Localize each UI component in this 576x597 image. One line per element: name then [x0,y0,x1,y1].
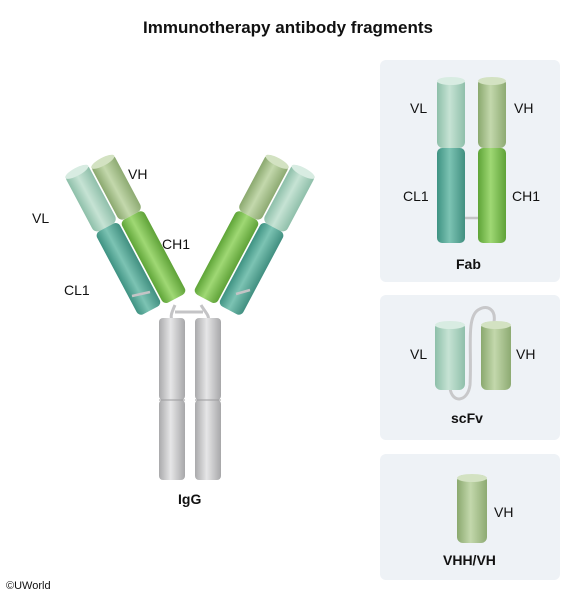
igg-vh-label: VH [128,166,148,182]
fab-ch1-label: CH1 [512,188,541,204]
igg-ch3-left [159,400,185,480]
igg-vh-left-domain [92,155,141,220]
fab-cl1-label: CL1 [403,188,429,204]
scfv-structure [435,306,511,401]
igg-left-heavy-chain [91,154,186,303]
scfv-vh-domain [481,322,511,390]
scfv-vl-domain [435,322,465,390]
vhh-vh-label: VH [494,504,514,520]
igg-vl-left-domain [66,165,116,232]
fab-structure [437,77,506,243]
igg-vl-right-domain [264,165,314,232]
fab-vh-domain [478,78,506,148]
igg-right-light-chain [219,164,315,315]
igg-ch1-right-domain [194,211,259,303]
igg-caption: IgG [178,491,202,507]
scfv-caption: scFv [451,410,483,426]
igg-right-heavy-chain [194,154,289,303]
vhh-structure [457,474,487,543]
diagram-title: Immunotherapy antibody fragments [143,18,433,37]
igg-left-light-chain [65,164,161,315]
vhh-vh-domain [457,475,487,543]
igg-ch3-right [195,400,221,480]
igg-cl1-right-domain [219,223,284,315]
igg-ch2-left [159,318,185,400]
igg-vh-right-domain [239,155,288,220]
igg-hinge-left [169,304,177,321]
igg-ch1-left-domain [121,211,186,303]
igg-cl1-left-domain [96,223,161,315]
igg-ch2-right [195,318,221,400]
scfv-vh-label: VH [516,346,536,362]
fab-cl1-domain [437,148,465,243]
igg-vl-label: VL [32,210,50,226]
igg-link-right [235,288,251,296]
igg-link-left [131,290,151,298]
vhh-caption: VHH/VH [443,552,496,568]
fab-panel [380,60,560,282]
fab-vl-domain [437,78,465,148]
fab-vl-label: VL [410,100,428,116]
scfv-vl-label: VL [410,346,428,362]
igg-cl1-label: CL1 [64,282,90,298]
fab-vh-label: VH [514,100,534,116]
copyright-text: ©UWorld [6,580,51,592]
fab-caption: Fab [456,256,481,272]
igg-structure [65,154,315,480]
fab-ch1-domain [478,148,506,243]
igg-ch1-label: CH1 [162,236,191,252]
scfv-linker [448,306,496,401]
